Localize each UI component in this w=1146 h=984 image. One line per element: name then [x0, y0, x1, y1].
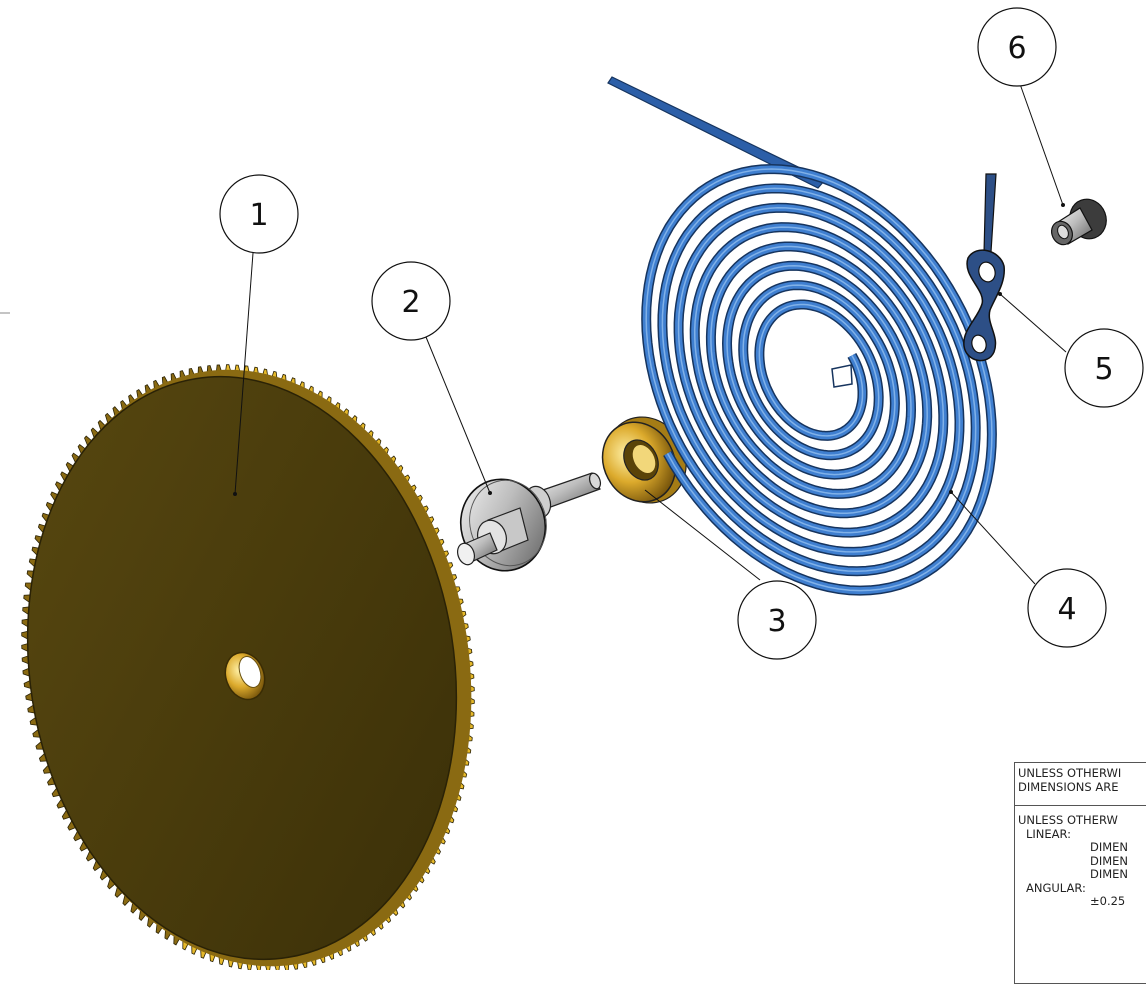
spring-hook [963, 173, 1005, 362]
gear-wheel [21, 364, 475, 970]
leader-line-5 [999, 293, 1067, 353]
collet-bore-light [632, 444, 656, 474]
linear-label: LINEAR: [1026, 826, 1072, 841]
balloon-circle [1064, 328, 1144, 408]
balloon-number: 4 [1057, 592, 1076, 627]
mainspring-coil [607, 76, 997, 596]
gear-center-bore [238, 656, 262, 688]
angular-value: ±0.25 [1090, 894, 1126, 908]
dimension-line-1: DIMEN [1090, 840, 1129, 854]
balloon-number: 6 [1007, 31, 1026, 66]
leader-line-1 [234, 252, 254, 495]
leader-line-4 [950, 491, 1036, 585]
tolerance-note-line-2: DIMENSIONS ARE [1018, 779, 1119, 794]
spring-band-highlight [645, 168, 993, 592]
balloon-circle [977, 7, 1057, 87]
balloon-number: 5 [1094, 352, 1113, 387]
spring-coils [641, 163, 997, 596]
balloon-6: 6 [977, 7, 1057, 87]
balloon-circle [371, 261, 451, 341]
leader-line-6 [1019, 83, 1064, 206]
balloon-2: 2 [371, 261, 451, 341]
bushing-bore [1057, 224, 1069, 240]
angular-label: ANGULAR: [1026, 880, 1086, 895]
balloon-circle [1027, 568, 1107, 648]
balloon-number: 1 [249, 198, 268, 233]
mainspring-inner-tab [831, 364, 853, 388]
tolerance-heading: UNLESS OTHERW [1018, 813, 1118, 827]
dimension-line-2: DIMEN [1090, 853, 1129, 868]
title-block-notes: UNLESS OTHERWI DIMENSIONS ARE [1015, 763, 1146, 806]
balloon-circle [219, 174, 299, 254]
bushing [1051, 198, 1107, 246]
leader-line-2 [425, 336, 491, 494]
arbor-shaft [456, 472, 602, 572]
leader-line-3 [644, 489, 761, 581]
arbor-pivot-end [588, 472, 602, 490]
tolerance-note-line-1: UNLESS OTHERWI [1018, 766, 1122, 780]
balloon-number: 2 [401, 285, 420, 320]
balloon-1: 1 [219, 174, 299, 254]
title-block-tolerances: UNLESS OTHERW LINEAR: DIMEN DIMEN DIMEN … [1015, 806, 1146, 909]
hook-hole-bottom [971, 334, 987, 354]
dimension-line-3: DIMEN [1090, 867, 1129, 881]
balloon-number: 3 [767, 604, 786, 639]
arbor-flange-edge [469, 479, 547, 567]
hook-arm [983, 173, 997, 254]
balloon-4: 4 [1027, 568, 1107, 648]
balloon-circle [737, 580, 817, 660]
balloon-3: 3 [737, 580, 817, 660]
title-block: UNLESS OTHERWI DIMENSIONS ARE UNLESS OTH… [1014, 762, 1146, 984]
balloon-5: 5 [1064, 328, 1144, 408]
arbor-pivot-short-end [456, 542, 476, 566]
leader-lines [234, 83, 1067, 585]
hook-hole-top [978, 261, 996, 283]
